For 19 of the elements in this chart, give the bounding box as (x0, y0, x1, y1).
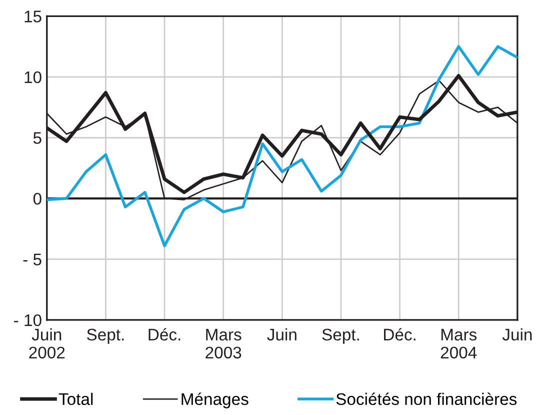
x-tick-label: Déc. (384, 328, 416, 341)
x-tick-label: Mars 2004 (440, 328, 477, 358)
x-tick-label: Mars 2003 (206, 328, 242, 358)
x-tick-label: Déc. (148, 328, 180, 341)
y-tick-label: 5 (33, 132, 42, 144)
legend-label: Total (58, 392, 93, 406)
x-tick-label: Sept. (322, 328, 359, 344)
x-tick-label: Juin 2002 (29, 328, 65, 358)
y-tick-label: 15 (24, 10, 42, 22)
x-tick-label: Juin (267, 328, 296, 341)
y-tick-label: 0 (33, 192, 42, 205)
x-tick-label: Juin (502, 328, 532, 341)
x-tick-label: Sept. (87, 328, 124, 344)
line-series (46, 45, 518, 248)
legend-label: Sociétés non financières (336, 392, 517, 406)
y-tick-label: 10 (24, 71, 42, 84)
y-tick-label: - 5 (23, 254, 42, 266)
legend-label: Ménages (182, 392, 248, 408)
y-tick-label: - 10 (14, 314, 42, 326)
